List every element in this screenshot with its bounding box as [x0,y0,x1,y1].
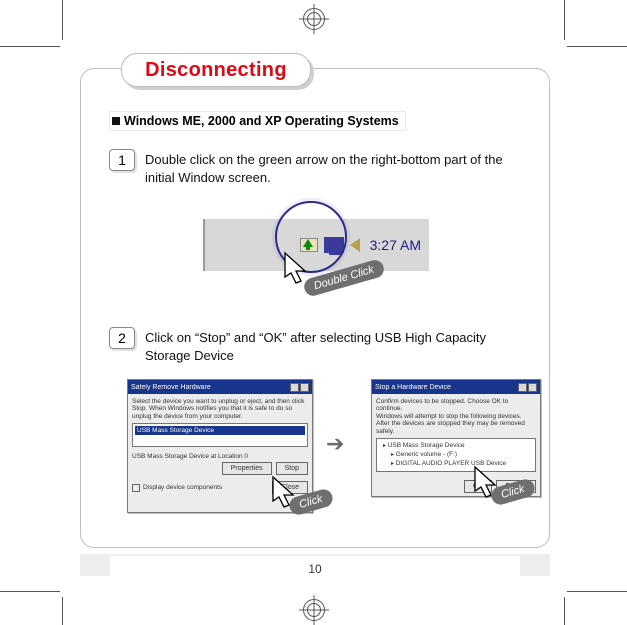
step-text: Click on “Stop” and “OK” after selecting… [145,327,525,364]
location-label: USB Mass Storage Device at Location 0 [132,453,308,460]
close-icon [300,383,309,392]
window-help-icon [518,383,527,392]
registration-mark [303,8,325,30]
properties-button[interactable]: Properties [222,462,272,475]
systray-figure: 3:27 AM [203,219,429,271]
step-2: 2 Click on “Stop” and “OK” after selecti… [109,327,525,364]
stop-button[interactable]: Stop [276,462,308,475]
page-panel: Disconnecting Windows ME, 2000 and XP Op… [80,68,550,548]
page-title: Disconnecting [145,59,287,82]
monitor-icon [324,237,344,253]
step-number: 1 [109,149,135,171]
crop-mark [0,591,60,592]
dialog-stop-device: Stop a Hardware Device Confirm devices t… [371,379,541,497]
systray-clock: 3:27 AM [366,237,421,253]
step-1: 1 Double click on the green arrow on the… [109,149,525,186]
arrow-right-icon: ➔ [326,431,344,457]
checkbox-label: Display device components [143,484,222,491]
section-heading-text: Windows ME, 2000 and XP Operating System… [124,114,399,128]
crop-mark [0,46,60,47]
crop-mark [564,597,565,625]
list-item: DIGITAL AUDIO PLAYER USB Device [379,459,533,468]
close-icon [528,383,537,392]
crop-mark [567,46,627,47]
dialog-title: Stop a Hardware Device [375,384,451,391]
crop-mark [62,0,63,40]
crop-mark [564,0,565,40]
registration-mark [303,599,325,621]
section-heading: Windows ME, 2000 and XP Operating System… [109,111,406,131]
step-text: Double click on the green arrow on the r… [145,149,525,186]
step-number: 2 [109,327,135,349]
crop-mark [567,591,627,592]
checkbox-icon[interactable] [132,484,140,492]
dialog-intro: Confirm devices to be stopped. Choose OK… [376,398,536,435]
page-footer: 10 [80,554,550,576]
list-item: USB Mass Storage Device [135,426,305,435]
page-number: 10 [308,562,321,576]
page-title-pill: Disconnecting [121,53,311,87]
dialog-title: Safely Remove Hardware [131,384,211,391]
list-item: Generic volume - (F:) [379,450,533,459]
dialog-intro: Select the device you want to unplug or … [132,398,308,420]
speaker-icon [350,238,360,252]
list-item: USB Mass Storage Device [379,441,533,450]
crop-mark [62,597,63,625]
window-help-icon [290,383,299,392]
safely-remove-icon [300,238,318,252]
